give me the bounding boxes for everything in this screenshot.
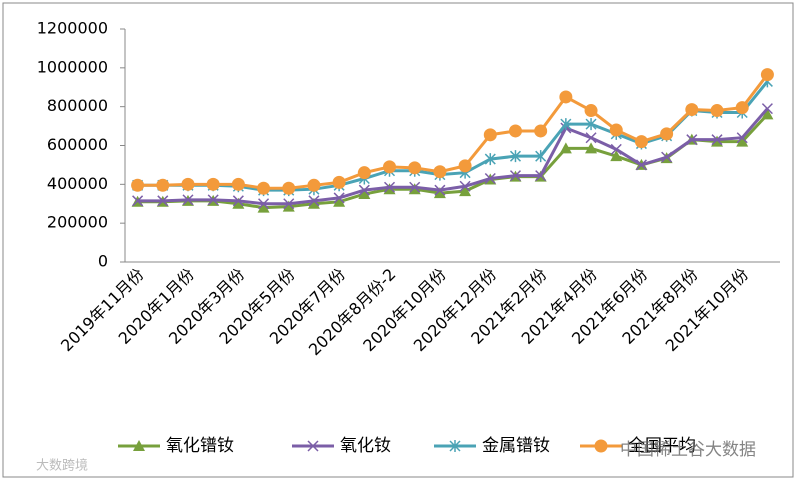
marker — [686, 134, 698, 146]
marker — [609, 123, 623, 137]
marker — [610, 150, 623, 162]
marker — [559, 90, 573, 104]
marker — [332, 175, 346, 189]
marker — [660, 127, 674, 141]
marker — [458, 159, 472, 173]
marker — [585, 118, 597, 131]
marker — [610, 143, 622, 155]
watermark: 中国稀土谷大数据 — [620, 440, 756, 460]
marker — [735, 101, 749, 115]
marker — [131, 178, 145, 192]
marker — [459, 180, 471, 192]
marker — [483, 128, 497, 142]
marker — [307, 197, 320, 209]
marker — [409, 181, 421, 193]
y-tick-label: 200000 — [47, 213, 108, 232]
marker — [383, 181, 396, 193]
marker — [358, 188, 371, 200]
marker — [157, 195, 169, 207]
marker — [449, 440, 461, 452]
marker — [258, 198, 270, 210]
marker — [307, 440, 319, 452]
marker — [761, 103, 773, 115]
marker — [181, 177, 195, 191]
y-tick-label: 1000000 — [37, 57, 108, 76]
marker — [484, 172, 496, 185]
marker — [257, 181, 271, 195]
marker — [434, 184, 446, 196]
marker — [308, 195, 320, 207]
legend-label: 全国平均 — [628, 436, 696, 456]
marker — [307, 178, 321, 192]
marker — [357, 166, 371, 180]
legend-label: 金属镨钕 — [482, 436, 550, 456]
marker — [508, 124, 522, 138]
marker — [509, 150, 522, 163]
marker — [257, 201, 270, 213]
marker — [685, 103, 699, 117]
marker — [231, 177, 245, 191]
chart-frame — [2, 2, 794, 478]
marker — [560, 118, 572, 131]
marker — [559, 142, 572, 154]
marker — [459, 185, 472, 197]
marker — [736, 135, 749, 147]
marker — [635, 159, 647, 171]
y-tick-label: 1200000 — [37, 19, 108, 38]
marker — [585, 132, 597, 144]
marker — [711, 134, 723, 146]
marker — [156, 178, 170, 192]
marker — [736, 132, 748, 144]
marker — [282, 181, 296, 195]
marker — [232, 195, 244, 207]
marker — [207, 194, 219, 206]
marker — [484, 153, 496, 166]
marker — [133, 440, 145, 451]
y-tick-label: 400000 — [47, 174, 108, 193]
marker — [433, 187, 446, 199]
watermark: 大数跨境 — [36, 459, 88, 474]
marker — [661, 151, 673, 163]
marker — [383, 160, 397, 174]
y-tick-label: 0 — [98, 252, 108, 271]
marker — [283, 198, 295, 210]
marker — [584, 104, 598, 118]
marker — [282, 200, 295, 212]
marker — [132, 195, 144, 207]
series — [132, 103, 773, 210]
marker — [585, 142, 598, 154]
marker — [333, 192, 345, 204]
legend-label: 氧化镨钕 — [166, 436, 234, 456]
marker — [232, 197, 245, 209]
marker — [534, 124, 548, 138]
marker — [535, 170, 547, 182]
marker — [760, 68, 774, 82]
marker — [408, 161, 422, 175]
marker — [206, 177, 220, 191]
series — [131, 68, 774, 195]
marker — [509, 170, 522, 182]
series-line — [137, 107, 769, 206]
marker — [535, 150, 547, 163]
y-tick-label: 600000 — [47, 135, 108, 154]
marker — [710, 104, 724, 118]
marker — [594, 439, 608, 453]
legend-label: 氧化钕 — [340, 436, 391, 456]
y-tick-label: 800000 — [47, 96, 108, 115]
marker — [358, 184, 370, 196]
marker — [182, 194, 194, 206]
marker — [634, 135, 648, 149]
marker — [333, 195, 346, 207]
marker — [761, 108, 774, 120]
marker — [433, 165, 447, 179]
